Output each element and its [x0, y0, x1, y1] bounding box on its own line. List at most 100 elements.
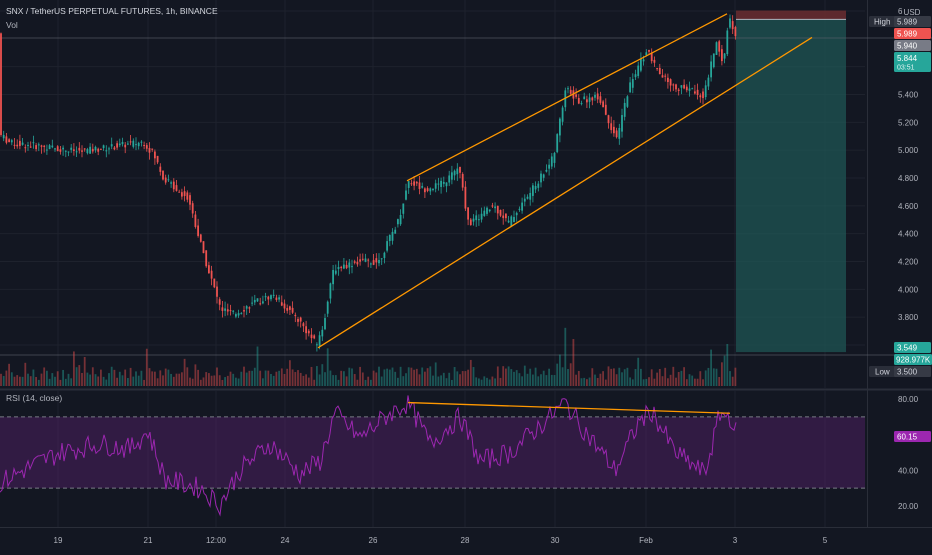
candle-body — [19, 140, 21, 146]
candle-body — [140, 141, 143, 143]
channel-line-upper — [406, 13, 728, 182]
last-price-value: 5.844 — [897, 54, 918, 63]
volume-bar — [289, 360, 291, 386]
candle-body — [167, 179, 170, 181]
volume-bar — [132, 376, 135, 386]
volume-bar — [726, 343, 729, 386]
candle-body — [332, 269, 334, 285]
candle-body — [221, 307, 224, 311]
candle-body — [613, 126, 615, 134]
volume-bar — [464, 371, 467, 386]
candle-body — [685, 86, 688, 91]
volume-bar — [299, 372, 302, 386]
short-position-stop-zone[interactable] — [736, 10, 846, 20]
candle-body — [37, 144, 40, 146]
candle-body — [54, 148, 56, 150]
volume-bar — [2, 376, 5, 386]
stop-badge: 5.989 — [894, 28, 931, 39]
volume-bar — [37, 379, 40, 386]
candle-body — [291, 307, 294, 313]
volume-bar — [305, 374, 307, 386]
time-tick-label: 12:00 — [206, 536, 227, 545]
volume-legend[interactable]: Vol — [6, 20, 18, 30]
volume-badge-value: 928.977K — [896, 356, 931, 365]
candle-body — [575, 94, 577, 97]
volume-bar — [413, 369, 415, 386]
volume-bar — [145, 348, 148, 386]
volume-bar — [402, 376, 405, 386]
volume-bar — [221, 379, 224, 386]
candle-body — [21, 142, 24, 145]
volume-bar — [475, 377, 478, 386]
candle-body — [383, 252, 386, 258]
candle-body — [445, 182, 448, 187]
candle-body — [251, 302, 253, 304]
volume-bar — [545, 375, 548, 386]
candle-body — [588, 97, 591, 102]
volume-bar — [172, 376, 175, 386]
volume-bar — [580, 378, 583, 386]
rsi-divergence-line[interactable] — [407, 401, 731, 414]
volume-bar — [272, 375, 275, 386]
volume-bar — [451, 379, 453, 386]
volume-histogram — [0, 327, 737, 386]
candle-body — [24, 147, 27, 149]
volume-bar — [553, 375, 556, 386]
volume-bar — [46, 370, 48, 386]
volume-bar — [650, 369, 653, 386]
candle-body — [129, 141, 132, 143]
candle-body — [494, 206, 496, 209]
candle-body — [151, 148, 154, 150]
price-pane[interactable] — [0, 0, 867, 388]
volume-bar — [383, 369, 386, 386]
candle-body — [186, 192, 189, 200]
rsi-legend[interactable]: RSI (14, close) — [6, 393, 62, 403]
volume-bar — [197, 369, 199, 386]
candle-body — [105, 150, 108, 152]
candle-body — [618, 128, 621, 139]
price-tick-label: 4.600 — [898, 202, 919, 211]
candle-body — [324, 318, 326, 330]
volume-bar — [488, 379, 491, 386]
volume-bar — [683, 367, 685, 386]
volume-bar — [691, 375, 694, 386]
volume-bar — [459, 374, 461, 386]
candle-body — [213, 278, 216, 288]
candle-body — [29, 146, 32, 148]
candle-body — [343, 264, 345, 269]
volume-bar — [594, 374, 596, 386]
candle-body — [118, 143, 121, 146]
volume-bar — [658, 368, 661, 386]
volume-bar — [432, 375, 434, 386]
candle-body — [704, 85, 707, 98]
candle-body — [297, 318, 299, 322]
volume-bar — [108, 373, 110, 386]
trend-channel-lines[interactable] — [317, 13, 813, 349]
stop-badge-value: 5.989 — [897, 30, 918, 39]
candle-body — [148, 148, 151, 153]
volume-bar — [116, 377, 118, 386]
candle-body — [596, 93, 599, 100]
volume-bar — [232, 373, 235, 386]
volume-bar — [35, 376, 37, 386]
volume-bar — [135, 371, 137, 386]
symbol-title[interactable]: SNX / TetherUS PERPETUAL FUTURES, 1h, BI… — [6, 6, 218, 16]
volume-bar — [696, 378, 699, 386]
volume-bar — [302, 375, 305, 386]
volume-bar — [718, 377, 721, 386]
short-position-target-zone[interactable] — [736, 19, 846, 353]
candle-body — [683, 84, 685, 89]
candle-body — [550, 156, 553, 167]
volume-bar — [334, 375, 337, 386]
candle-body — [375, 258, 378, 263]
candle-body — [448, 175, 451, 183]
candle-body — [418, 182, 421, 189]
volume-bar — [499, 377, 502, 386]
volume-bar — [542, 370, 545, 386]
candle-body — [391, 231, 394, 241]
volume-bar — [178, 373, 181, 386]
candle-body — [656, 68, 658, 70]
candle-body — [102, 145, 105, 149]
candle-body — [680, 85, 683, 88]
